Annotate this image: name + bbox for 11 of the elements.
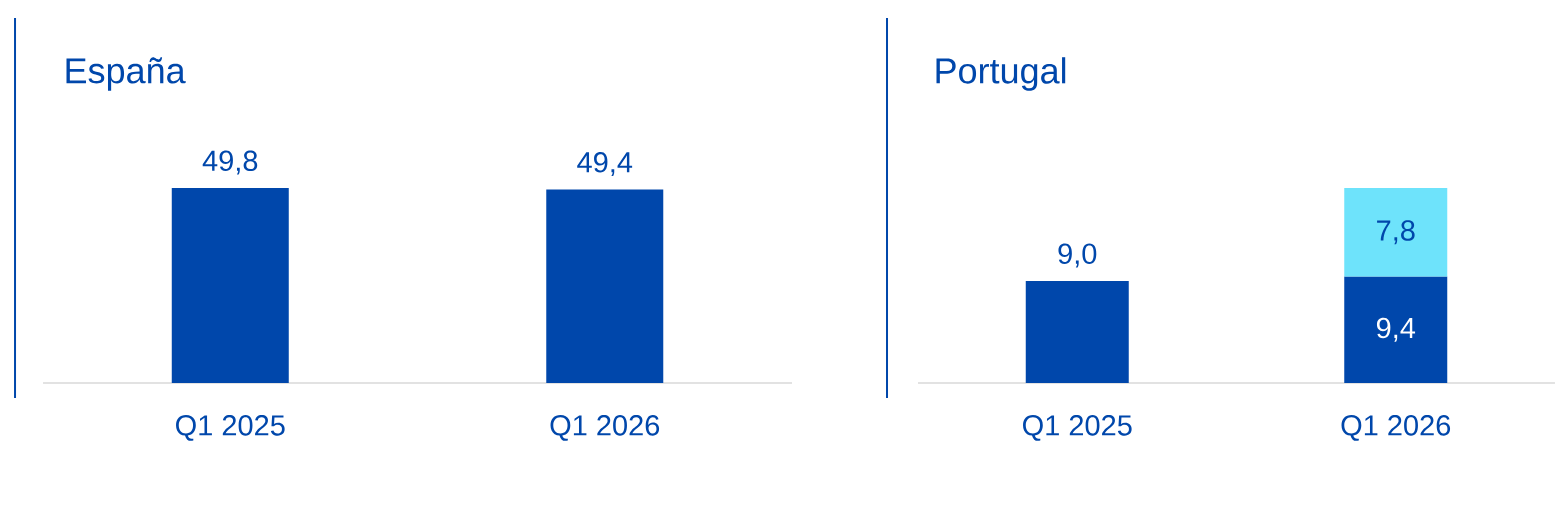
data-label: 49,4: [577, 152, 633, 177]
data-label: 9,4: [1376, 317, 1416, 342]
data-label: 7,8: [1377, 220, 1415, 245]
x-tick-label: Q1 2026: [1341, 415, 1451, 441]
x-tick-label: Q1 2025: [176, 415, 285, 441]
chart-title: Portugal: [936, 57, 1066, 91]
x-tick-label: Q1 2025: [1023, 415, 1132, 441]
data-label: 49,8: [202, 150, 258, 175]
chart-title: España: [66, 57, 186, 91]
data-label: 9,0: [1058, 243, 1097, 268]
x-tick-label: Q1 2026: [550, 415, 660, 441]
